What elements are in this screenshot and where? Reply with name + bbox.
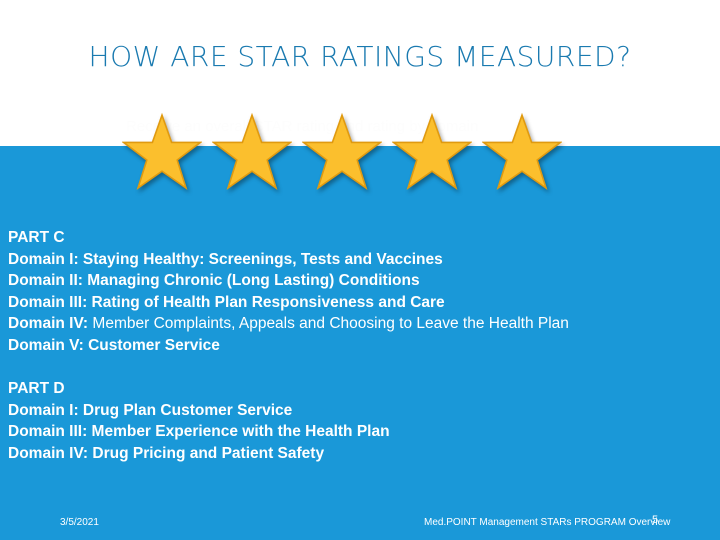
star-icon <box>212 112 292 191</box>
part-d-heading: PART D <box>8 380 65 397</box>
page-number: 5 <box>652 514 659 526</box>
part-c-domain-4: Domain IV: Member Complaints, Appeals an… <box>8 313 708 335</box>
part-c-domain-2: Domain II: Managing Chronic (Long Lastin… <box>8 272 420 289</box>
star-icon <box>482 112 562 191</box>
part-c-domain-3: Domain III: Rating of Health Plan Respon… <box>8 293 445 311</box>
part-c-domain-4-label: Domain IV: <box>8 315 89 332</box>
part-c-domain-5: Domain V: Customer Service <box>8 336 220 354</box>
footer-date: 3/5/2021 <box>60 517 99 528</box>
star-icon <box>302 112 382 191</box>
slide-title: HOW ARE STAR RATINGS MEASURED? <box>88 40 632 73</box>
star-rating <box>122 112 562 192</box>
part-c-heading: PART C <box>8 229 65 246</box>
star-icon <box>392 112 472 191</box>
footer-title: Med.POINT Management STARs PROGRAM Overv… <box>424 517 671 528</box>
part-c-domain-4-text: Member Complaints, Appeals and Choosing … <box>92 315 569 332</box>
content-panel <box>0 146 720 540</box>
part-d-domain-4: Domain IV: Drug Pricing and Patient Safe… <box>8 444 325 462</box>
star-icon <box>122 112 202 191</box>
part-d-domain-3: Domain III: Member Experience with the H… <box>8 423 390 440</box>
part-d-domain-1: Domain I: Drug Plan Customer Service <box>8 401 293 419</box>
part-c-domain-1: Domain I: Staying Healthy: Screenings, T… <box>8 250 443 268</box>
domain-list: PART C Domain I: Staying Healthy: Screen… <box>8 227 708 464</box>
slide-subtitle: Receive an overall STAR rating and ratin… <box>126 118 479 135</box>
